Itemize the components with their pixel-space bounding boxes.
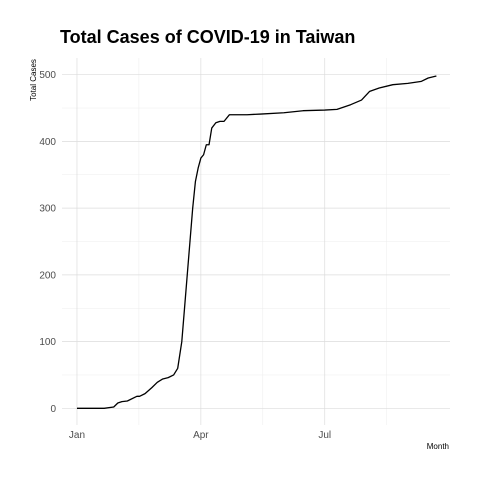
y-axis-title: Total Cases xyxy=(29,59,38,101)
y-tick-label: 300 xyxy=(39,204,56,215)
chart-series xyxy=(76,75,437,409)
y-axis-ticks: 0 100 200 300 400 500 xyxy=(39,70,56,415)
chart-title: Total Cases of COVID-19 in Taiwan xyxy=(60,27,355,47)
y-tick-label: 500 xyxy=(39,70,56,81)
series-line-total-cases xyxy=(76,75,437,409)
y-tick-label: 400 xyxy=(39,137,56,148)
chart-grid xyxy=(62,58,450,425)
x-tick-label: Apr xyxy=(193,430,209,441)
x-axis-ticks: Jan Apr Jul xyxy=(69,430,331,441)
x-tick-label: Jul xyxy=(318,430,331,441)
y-tick-label: 0 xyxy=(50,404,56,415)
x-tick-label: Jan xyxy=(69,430,85,441)
x-axis-title: Month xyxy=(427,442,449,451)
y-tick-label: 100 xyxy=(39,337,56,348)
y-tick-label: 200 xyxy=(39,270,56,281)
